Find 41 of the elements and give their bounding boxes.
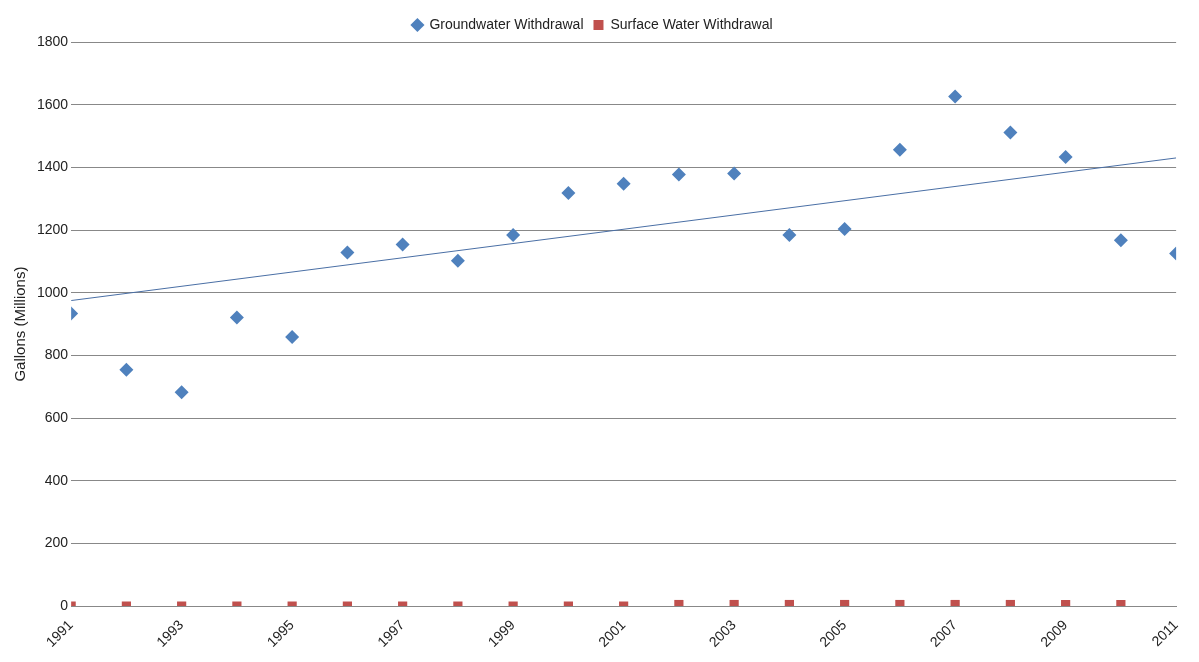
point xyxy=(395,237,410,252)
point xyxy=(119,362,134,377)
point xyxy=(671,167,686,182)
point xyxy=(1113,233,1128,248)
point xyxy=(948,89,963,104)
y-tick-label: 0 xyxy=(60,596,69,613)
point xyxy=(782,228,797,243)
point xyxy=(837,222,852,237)
point xyxy=(1003,125,1018,140)
point xyxy=(285,329,300,344)
point xyxy=(784,599,794,607)
point xyxy=(950,599,960,607)
point xyxy=(895,599,905,607)
point xyxy=(1005,599,1015,607)
y-tick-label: 1600 xyxy=(36,95,69,112)
y-tick-label: 600 xyxy=(44,408,69,425)
point xyxy=(1116,599,1126,607)
y-tick-label: 800 xyxy=(44,346,69,363)
point xyxy=(892,142,907,157)
y-tick-label: 1000 xyxy=(36,283,69,300)
point xyxy=(561,186,576,201)
y-tick-label: 1800 xyxy=(36,32,69,49)
point xyxy=(840,599,850,607)
point xyxy=(727,166,742,181)
y-tick-label: 400 xyxy=(44,471,69,488)
y-tick-label: 1400 xyxy=(36,158,69,175)
point xyxy=(1058,150,1073,165)
point xyxy=(174,385,189,400)
point xyxy=(616,176,631,191)
point xyxy=(506,228,521,243)
y-tick-label: 1200 xyxy=(36,220,69,237)
legend-label: Surface Water Withdrawal xyxy=(610,15,773,32)
point xyxy=(229,310,244,325)
point xyxy=(729,599,739,607)
legend-label: Groundwater Withdrawal xyxy=(429,15,584,32)
point xyxy=(674,599,684,607)
point xyxy=(340,245,355,260)
y-tick-label: 200 xyxy=(44,534,69,551)
point xyxy=(1061,599,1071,607)
point xyxy=(450,253,465,268)
y-axis-title: Gallons (Millions) xyxy=(11,266,29,382)
